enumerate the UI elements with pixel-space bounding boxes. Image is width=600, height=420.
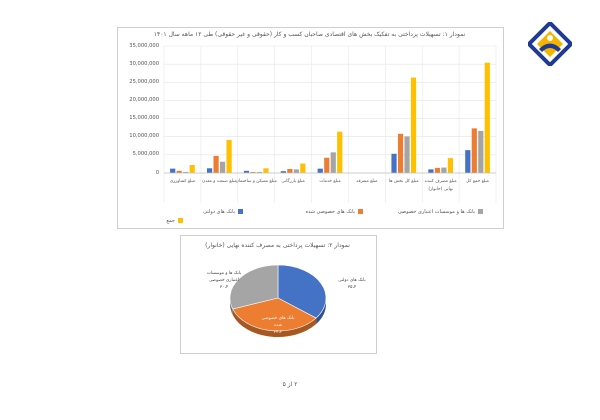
bar [391,153,397,173]
legend-item: بانک های خصوصی شده [306,209,363,215]
pie-slice [277,264,327,319]
legend-label: بانک ها و موسسات اعتباری خصوصی [397,209,475,215]
bar [428,169,434,173]
bar [293,169,299,173]
pie-slice-label: بانک ها و موسسات اعتباری خصوصی ۳۰،۴ [203,270,245,291]
legend-swatch [178,218,183,223]
bar-chart-title: نمودار ۱: تسهیلات پرداختی به تفکیک بخش ه… [153,31,466,38]
bar [397,133,404,173]
legend-item: جمع [166,218,183,224]
y-tick-label: 0 [155,169,159,176]
bar [243,170,250,173]
x-category-label: مبلغ صنعت و معدن [202,179,237,184]
bar [206,168,213,173]
pie-slice-value: ۳۵،۴ [347,285,357,290]
pie-slice [232,297,317,332]
x-category-label: مبلغ جمع کل [466,179,489,184]
pie-slice [229,264,279,310]
pie-chart-plot [229,264,327,337]
pie-slice-category: بانک های خصوصی شده [261,316,295,328]
bar [280,171,286,173]
bar [219,161,226,173]
bar [447,158,454,173]
legend-swatch [478,209,483,214]
legend-swatch [358,209,363,214]
bar [317,168,323,173]
y-tick-label: 10,000,000 [129,133,159,140]
page-number: ۲ از ۵ [282,381,298,388]
bar-chart-plot [163,45,497,203]
bar [324,157,330,173]
bar [330,152,336,173]
y-tick-label: 30,000,000 [129,60,159,67]
bar [250,171,256,173]
bank-logo-icon [528,22,572,66]
bar [410,77,417,173]
y-tick-label: 15,000,000 [129,115,159,122]
bar [226,139,232,173]
y-tick-label: 20,000,000 [129,96,159,103]
bar [189,165,195,173]
pie-slice-label: بانک های دولتی ۳۵،۴ [331,277,373,291]
bar [337,131,343,173]
legend-item: بانک های دولتی [203,209,243,215]
bar [183,171,189,173]
pie-slice-value: ۳۰،۴ [219,285,229,290]
bar-chart-frame: نمودار ۱: تسهیلات پرداختی به تفکیک بخش ه… [117,27,504,229]
x-category-label: مبلغ بازرگانی [281,179,305,184]
bar [484,62,490,173]
pie-slice-value: ۳۴،۲ [273,330,283,335]
bar [441,167,447,173]
pie-slice-category: بانک ها و موسسات اعتباری خصوصی [206,271,242,283]
bar [287,169,293,173]
bar [434,167,441,173]
pie-chart-frame: نمودار ۲: تسهیلات پرداختی به مصرف کننده … [180,235,377,354]
bar [256,171,263,173]
x-category-label: مبلغ خدمات [319,179,341,184]
legend-label: جمع [166,218,175,224]
y-tick-label: 35,000,000 [129,42,159,49]
legend-swatch [238,209,243,214]
bar [170,168,176,173]
bar [465,150,471,173]
bar [213,155,219,173]
bar [471,128,477,173]
y-tick-label: 5,000,000 [132,151,159,158]
pie-slice-category: بانک های دولتی [338,278,366,283]
bar-chart-legend: بانک های دولتی بانک های خصوصی شده بانک ها … [138,209,483,227]
pie-slice-side [232,308,317,337]
legend-label: بانک های دولتی [203,209,235,215]
y-tick-label: 25,000,000 [129,78,159,85]
pie-slice-label: بانک های خصوصی شده ۳۴،۲ [257,315,299,336]
bar [300,163,306,173]
bar [478,130,484,173]
x-category-label: مبلغ مصرف کننده نهایی (خانوار) [424,179,457,192]
bar [263,168,269,173]
x-category-label: مبلغ کشاورزی [169,179,196,184]
pie-chart-title: نمودار ۲: تسهیلات پرداختی به مصرف کننده … [205,242,350,249]
x-category-label: مبلغ متفرقه [356,179,378,184]
bar [176,170,182,173]
legend-label: بانک های خصوصی شده [305,209,355,215]
legend-item: بانک ها و موسسات اعتباری خصوصی [398,209,483,215]
bar [404,136,410,173]
pie-slice-side [316,298,326,325]
x-category-label: مبلغ کل بخش ها [388,179,419,184]
x-category-label: مبلغ مسکن و ساختمان [235,179,277,184]
